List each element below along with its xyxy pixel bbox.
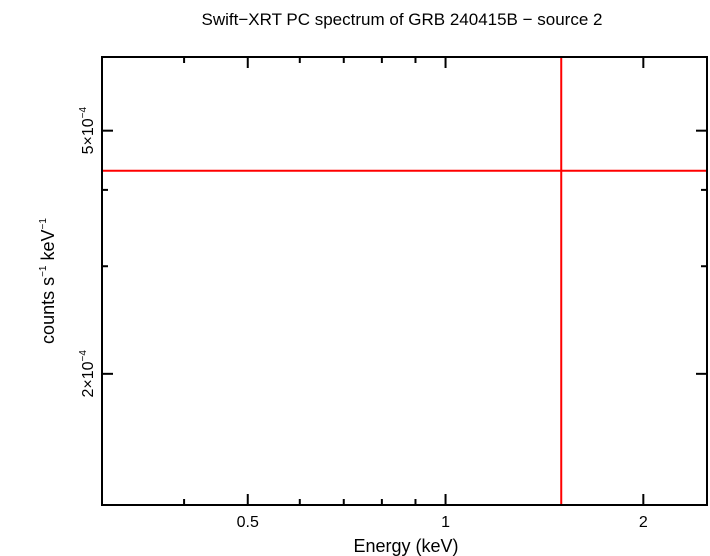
y-axis-label-text: counts s [38,277,58,344]
y-axis-label-exp2: −1 [38,218,49,230]
x-tick-label-1: 1 [441,514,450,531]
tick-labels: 0.5 1 2 2×10−4 5×10−4 [78,107,648,531]
x-axis-label: Energy (keV) [353,536,458,556]
y-tick-label-1: 5×10−4 [78,107,97,155]
y-tick-label-0: 2×10−4 [78,350,97,398]
y-axis-label-exp1: −1 [38,265,49,277]
y-axis-label-unit: keV [38,229,58,265]
x-tick-label-0: 0.5 [237,514,259,531]
chart-title: Swift−XRT PC spectrum of GRB 240415B − s… [202,10,603,29]
plot-frame [101,56,708,506]
x-tick-label-2: 2 [639,514,648,531]
data-layer [102,57,707,505]
axis-ticks [102,57,707,505]
y-axis-label: counts s−1 keV−1 [38,218,58,344]
